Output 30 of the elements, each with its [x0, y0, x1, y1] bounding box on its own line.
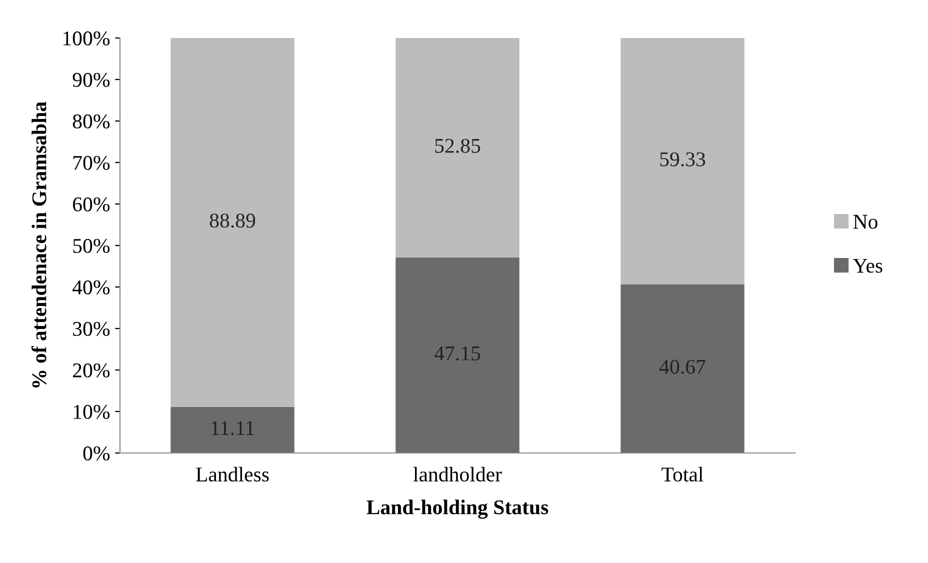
y-tick-label: 10% — [74, 404, 110, 419]
x-tick-label: Total — [662, 466, 704, 482]
bar — [396, 38, 520, 258]
x-tick-label: landholder — [413, 466, 502, 482]
bar — [170, 38, 294, 407]
bar — [396, 257, 520, 453]
y-tick-label: 0% — [83, 446, 110, 460]
bar — [620, 38, 744, 284]
data-label: 88.89 — [210, 214, 256, 228]
y-axis-title: % of attendenace in Gramsabha — [31, 102, 46, 388]
bar — [170, 406, 294, 453]
y-tick-label: 50% — [73, 238, 110, 253]
y-tick-label: 20% — [73, 363, 110, 378]
legend-label: Yes — [852, 258, 882, 273]
legend-label: No — [853, 214, 878, 229]
x-axis-title: Land-holding Status — [366, 500, 548, 519]
y-tick-label: 100% — [64, 31, 110, 46]
data-label: 59.33 — [660, 152, 706, 166]
data-label: 11.11 — [212, 421, 254, 436]
x-tick-label: Landless — [196, 466, 269, 482]
y-tick-label: 90% — [72, 72, 110, 87]
y-tick-label: 60% — [72, 197, 110, 212]
data-label: 47.15 — [434, 346, 480, 360]
y-tick-label: 30% — [73, 322, 110, 336]
y-tick-label: 40% — [72, 280, 110, 294]
bar — [620, 284, 744, 453]
y-tick-label: 80% — [72, 114, 110, 128]
data-label: 52.85 — [435, 138, 480, 153]
y-tick-label: 70% — [73, 156, 110, 170]
data-label: 40.67 — [659, 360, 706, 374]
